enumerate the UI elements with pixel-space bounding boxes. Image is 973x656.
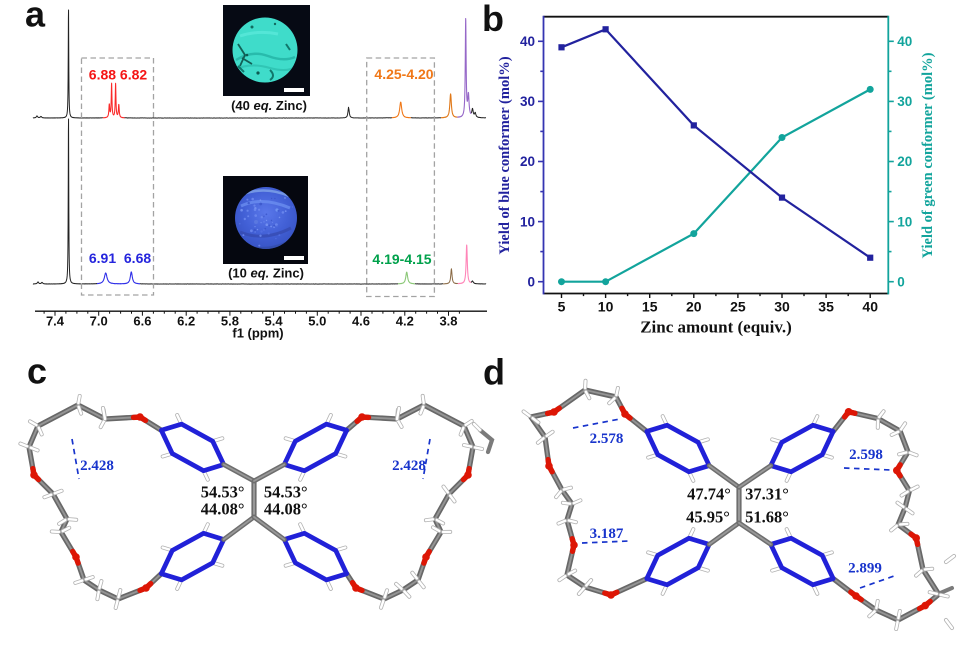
svg-text:4.6: 4.6 (352, 314, 370, 329)
svg-text:2.428: 2.428 (392, 458, 426, 474)
svg-text:6.2: 6.2 (177, 314, 195, 329)
svg-text:a: a (25, 0, 46, 35)
svg-text:6.91 6.68: 6.91 6.68 (89, 250, 151, 266)
svg-text:7.4: 7.4 (46, 314, 65, 329)
svg-text:20: 20 (520, 154, 535, 169)
svg-text:40: 40 (520, 34, 535, 49)
svg-text:Yield of blue conformer (mol%): Yield of blue conformer (mol%) (497, 56, 513, 254)
svg-text:5: 5 (558, 299, 566, 315)
svg-text:f1 (ppm): f1 (ppm) (232, 326, 283, 341)
svg-text:47.74°: 47.74° (687, 485, 731, 504)
svg-text:35: 35 (818, 299, 834, 315)
svg-text:6.6: 6.6 (133, 314, 151, 329)
svg-text:7.0: 7.0 (90, 314, 108, 329)
svg-text:10: 10 (598, 299, 614, 315)
svg-text:44.08°: 44.08° (264, 500, 308, 519)
svg-text:Yield of green conformer (mol%: Yield of green conformer (mol%) (920, 52, 936, 258)
svg-text:20: 20 (897, 154, 912, 169)
svg-text:2.578: 2.578 (590, 431, 624, 447)
svg-text:5.0: 5.0 (308, 314, 326, 329)
svg-text:40: 40 (862, 299, 878, 315)
svg-text:3.8: 3.8 (439, 314, 457, 329)
svg-text:c: c (27, 351, 47, 392)
svg-text:d: d (483, 352, 505, 393)
svg-text:20: 20 (686, 299, 702, 315)
svg-text:0: 0 (527, 274, 535, 289)
svg-text:3.187: 3.187 (590, 526, 624, 542)
svg-text:4.25-4.20: 4.25-4.20 (374, 66, 433, 82)
svg-text:10: 10 (520, 214, 535, 229)
svg-text:15: 15 (642, 299, 658, 315)
svg-text:(40 eq. Zinc): (40 eq. Zinc) (231, 98, 307, 113)
svg-text:b: b (482, 0, 504, 39)
svg-text:5.8: 5.8 (221, 314, 239, 329)
svg-text:2.598: 2.598 (849, 447, 883, 463)
svg-text:54.53°: 54.53° (201, 483, 245, 502)
svg-text:44.08°: 44.08° (201, 500, 245, 519)
svg-text:2.428: 2.428 (80, 458, 114, 474)
svg-text:51.68°: 51.68° (745, 508, 789, 527)
svg-text:0: 0 (897, 274, 905, 289)
svg-text:37.31°: 37.31° (745, 485, 789, 504)
svg-text:40: 40 (897, 34, 912, 49)
svg-text:30: 30 (897, 94, 912, 109)
svg-text:45.95°: 45.95° (686, 508, 730, 527)
svg-text:4.19-4.15: 4.19-4.15 (372, 251, 431, 267)
svg-text:30: 30 (520, 94, 535, 109)
svg-text:4.2: 4.2 (396, 314, 414, 329)
svg-text:2.899: 2.899 (848, 561, 882, 577)
svg-text:6.88 6.82: 6.88 6.82 (89, 67, 148, 83)
svg-text:10: 10 (897, 214, 912, 229)
svg-text:54.53°: 54.53° (264, 483, 308, 502)
svg-text:Zinc amount (equiv.): Zinc amount (equiv.) (640, 318, 792, 337)
svg-text:25: 25 (730, 299, 746, 315)
svg-text:30: 30 (774, 299, 790, 315)
svg-text:(10 eq. Zinc): (10 eq. Zinc) (228, 266, 304, 281)
svg-text:5.4: 5.4 (265, 314, 284, 329)
